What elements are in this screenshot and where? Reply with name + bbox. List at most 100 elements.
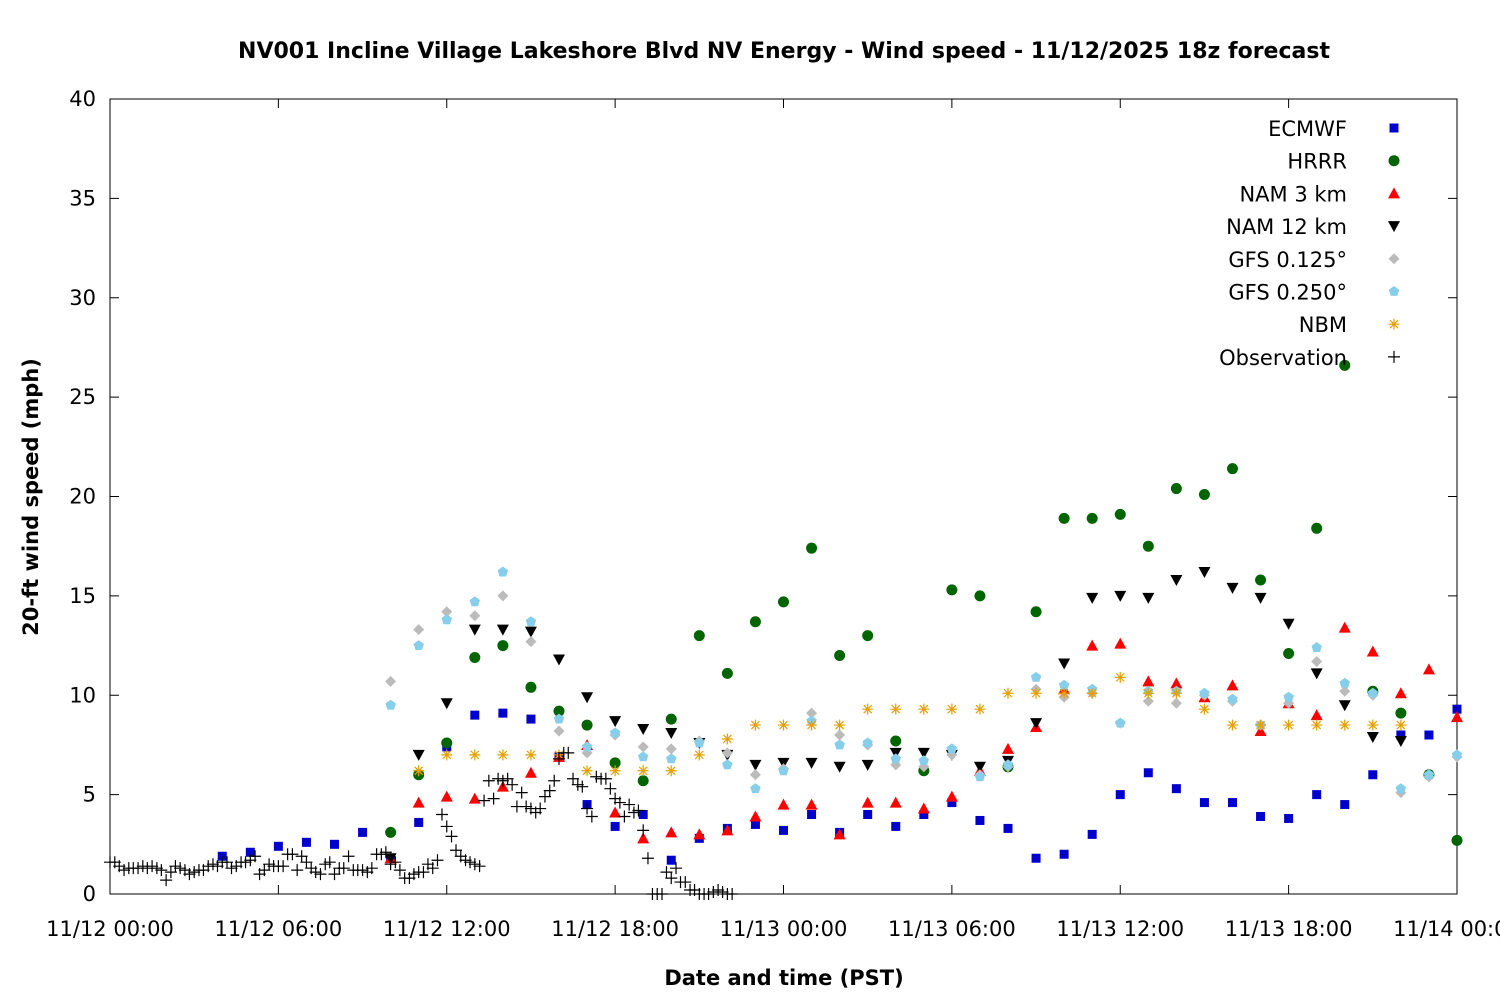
hrrr-point	[693, 630, 705, 642]
nbm-point	[469, 749, 481, 761]
gfs-0-250-point	[581, 741, 593, 752]
ecmwf-point	[498, 708, 508, 718]
hrrr-point	[1395, 707, 1407, 719]
nam-3-km-point	[749, 810, 762, 822]
gfs-0-125-point	[553, 725, 565, 737]
observation-point	[679, 876, 692, 889]
gfs-0-250-point	[862, 737, 873, 748]
hrrr-point	[946, 584, 958, 596]
y-tick-label: 10	[69, 683, 96, 707]
ecmwf-point	[1059, 849, 1069, 859]
gfs-0-250-point	[441, 614, 452, 625]
nam-3-km-point	[1310, 709, 1323, 721]
nam-12-km-point	[833, 761, 846, 773]
nam-3-km-point	[1142, 675, 1155, 687]
nam-3-km-point	[917, 802, 930, 814]
y-tick-label: 35	[69, 186, 96, 210]
hrrr-point	[1311, 522, 1323, 534]
hrrr-point	[553, 705, 565, 717]
nbm-point	[581, 765, 593, 777]
gfs-0-250-point	[1283, 691, 1294, 702]
observation-point	[291, 864, 304, 877]
legend-item-nbm: NBM	[1299, 313, 1400, 337]
hrrr-point	[1086, 512, 1098, 524]
observation-point	[538, 790, 551, 803]
nbm-point	[1198, 703, 1210, 715]
gfs-0-250-point	[385, 699, 396, 710]
observation-point	[384, 858, 397, 871]
ecmwf-point	[470, 710, 480, 720]
legend-item-nam-12-km: NAM 12 km	[1226, 215, 1400, 239]
ecmwf-point	[1284, 813, 1294, 823]
observation-point	[543, 784, 556, 797]
legend-marker-nam-12-km	[1388, 221, 1400, 233]
nam-3-km-point	[805, 798, 818, 810]
nam-12-km-point	[581, 692, 594, 704]
gfs-0-250-point	[1199, 687, 1210, 698]
legend-marker-nbm	[1388, 318, 1400, 330]
ecmwf-point	[1031, 853, 1041, 863]
series-nam-12-km	[384, 567, 1407, 865]
ecmwf-point	[919, 810, 929, 819]
observation-point	[473, 860, 486, 873]
nam-3-km-point	[440, 790, 453, 802]
legend-marker-ecmwf	[1389, 123, 1399, 133]
hrrr-point	[721, 667, 733, 679]
ecmwf-point	[863, 810, 873, 819]
observation-point	[435, 808, 448, 821]
gfs-0-125-point	[1311, 655, 1323, 667]
legend-marker-gfs-0-250	[1388, 286, 1400, 296]
nbm-point	[721, 733, 733, 745]
observation-point	[450, 844, 463, 857]
legend-label: NAM 12 km	[1226, 215, 1347, 239]
x-tick-label: 11/12 18:00	[551, 917, 679, 941]
ecmwf-point	[1087, 829, 1097, 839]
gfs-0-125-point	[749, 769, 761, 781]
ecmwf-point	[1340, 800, 1350, 810]
legend-label: NBM	[1299, 313, 1347, 337]
observation-point	[342, 850, 355, 863]
legend-marker-hrrr	[1388, 155, 1400, 167]
hrrr-point	[1142, 540, 1154, 552]
observation-point	[249, 850, 262, 863]
observation-point	[534, 802, 547, 815]
gfs-0-250-point	[1030, 671, 1042, 682]
nam-12-km-point	[1394, 735, 1407, 747]
observation-point	[155, 864, 168, 877]
nam-12-km-point	[1030, 718, 1043, 730]
gfs-0-250-point	[666, 753, 677, 764]
gfs-0-125-point	[413, 624, 425, 636]
hrrr-point	[1283, 648, 1295, 660]
hrrr-point	[1030, 606, 1042, 618]
gfs-0-250-point	[890, 753, 901, 764]
nam-12-km-point	[440, 698, 453, 710]
data-points	[104, 359, 1463, 900]
observation-point	[300, 856, 313, 869]
observation-point	[520, 800, 533, 813]
observation-point	[637, 824, 650, 837]
hrrr-point	[1170, 483, 1182, 495]
legend-item-hrrr: HRRR	[1287, 150, 1400, 174]
observation-point	[174, 862, 187, 875]
gfs-0-125-point	[497, 590, 509, 602]
legend-marker-observation	[1388, 350, 1400, 363]
observation-point	[239, 856, 252, 869]
observation-point	[445, 830, 458, 843]
nam-12-km-point	[553, 654, 565, 666]
observation-point	[515, 786, 528, 799]
observation-point	[337, 862, 350, 875]
y-tick-label: 30	[69, 286, 96, 310]
nam-3-km-point	[889, 796, 902, 808]
nbm-point	[1114, 671, 1126, 683]
nam-12-km-point	[1366, 731, 1379, 743]
observation-point	[160, 874, 173, 887]
hrrr-point	[1451, 834, 1463, 846]
nam-12-km-point	[917, 747, 930, 759]
observation-point	[590, 770, 603, 783]
gfs-0-125-point	[1339, 685, 1351, 697]
nam-12-km-point	[1142, 592, 1155, 604]
gfs-0-125-point	[441, 606, 453, 618]
observation-point	[356, 864, 369, 877]
legend-item-ecmwf: ECMWF	[1268, 117, 1399, 141]
